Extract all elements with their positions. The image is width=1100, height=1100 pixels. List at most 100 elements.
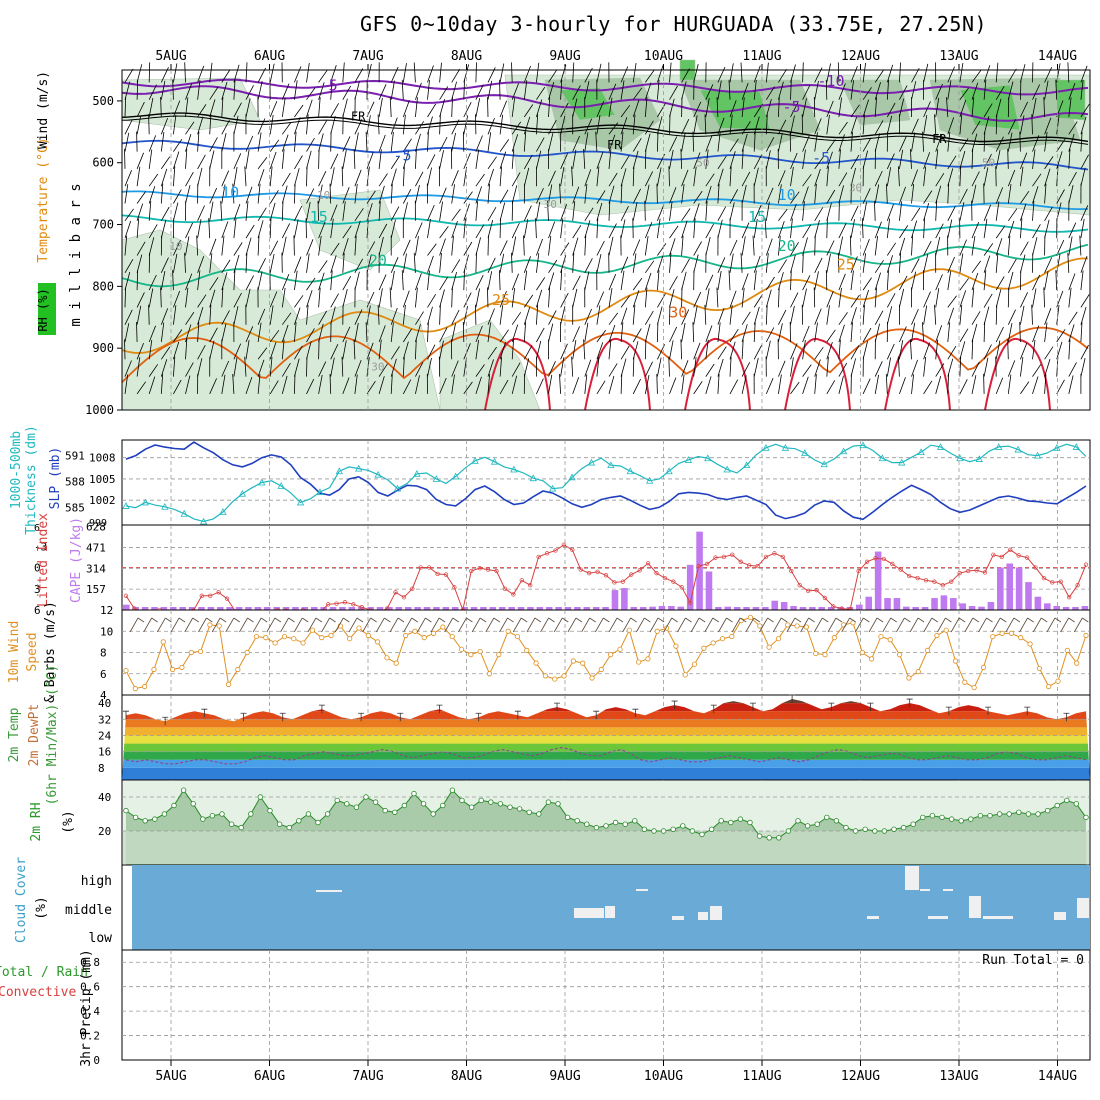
wind-barb xyxy=(173,202,179,221)
rh-marker xyxy=(449,787,456,793)
wind-barb xyxy=(463,152,471,170)
lifted-index-marker xyxy=(351,602,356,607)
wind-barb xyxy=(475,173,485,187)
wind-barb xyxy=(911,235,913,256)
wind-barb xyxy=(753,270,757,291)
wind-barb xyxy=(644,200,646,221)
wind-barb xyxy=(184,62,186,83)
wind-barb xyxy=(596,305,601,325)
wind-barb xyxy=(572,186,580,204)
cloud-block xyxy=(983,916,1013,919)
thickness-marker xyxy=(393,484,402,492)
top-day-label: 9AUG xyxy=(549,49,580,64)
wind-speed-marker xyxy=(328,632,334,639)
wind-barb xyxy=(705,173,715,187)
wind-barb xyxy=(475,252,477,273)
wind-barb xyxy=(826,341,833,360)
wind-barb xyxy=(826,356,829,377)
rh-lower-band xyxy=(123,831,1089,864)
wind-barb xyxy=(1044,374,1047,394)
wind-barb xyxy=(862,62,866,83)
run-total-label: Run Total = 0 xyxy=(982,953,1084,968)
wind-barb xyxy=(366,380,376,395)
rh-marker xyxy=(1054,802,1060,809)
lifted-index-marker xyxy=(1067,595,1072,600)
lifted-index-marker xyxy=(519,578,524,583)
surface-wind-barb xyxy=(690,617,706,633)
wind-barb xyxy=(838,312,848,325)
thickness-marker xyxy=(199,517,208,525)
wind-barb xyxy=(1020,218,1023,239)
temperature-contour xyxy=(121,190,1089,210)
wind-barb xyxy=(439,276,449,291)
wind-barb xyxy=(427,131,429,152)
wind-barb xyxy=(330,344,339,360)
lifted-index-marker xyxy=(1033,565,1038,570)
contour-label: 20 xyxy=(778,237,796,255)
wind-barb xyxy=(257,359,265,377)
cape-bar xyxy=(451,607,459,610)
wind-barb xyxy=(923,63,929,83)
wind-barb xyxy=(463,381,473,395)
minmax-errorbar xyxy=(240,712,247,722)
rh-marker xyxy=(497,801,504,807)
wind-barb xyxy=(765,86,775,100)
wind-barb xyxy=(898,166,900,187)
wind-barb xyxy=(802,149,806,169)
wind-barb xyxy=(778,235,781,256)
cape-bar xyxy=(762,607,769,610)
wind-barb xyxy=(197,345,206,360)
rh-marker xyxy=(776,835,782,841)
wind-barb xyxy=(233,254,240,273)
cloud-block xyxy=(636,889,648,891)
wind-barb xyxy=(560,79,563,100)
cape-bar xyxy=(630,607,638,610)
lifted-index-marker xyxy=(932,579,937,584)
wind-barb xyxy=(318,82,325,100)
wind-barb xyxy=(862,114,865,135)
wind-barb xyxy=(717,257,726,273)
rh-marker xyxy=(545,799,552,805)
wind-barb xyxy=(657,243,667,256)
wind-speed-marker xyxy=(673,643,679,649)
wind-barb xyxy=(427,79,430,100)
wind-barb xyxy=(826,329,836,343)
top-day-label: 14AUG xyxy=(1038,49,1077,64)
wind-barb xyxy=(415,184,420,204)
wind-barb xyxy=(173,166,176,187)
wind-speed-marker xyxy=(291,636,297,642)
wind-barb xyxy=(874,235,878,256)
wind-barb xyxy=(862,238,870,256)
wind-barb xyxy=(692,322,695,343)
wind-barb xyxy=(717,346,727,360)
wind-barb xyxy=(959,341,966,360)
wind-barb xyxy=(366,218,369,239)
wind-barb xyxy=(693,115,698,135)
wind-barb xyxy=(197,65,205,83)
wind-barb xyxy=(1068,362,1077,377)
wind-barb xyxy=(765,289,772,308)
wind-barb xyxy=(197,322,200,343)
rh-marker xyxy=(910,821,916,827)
contour-label: 25 xyxy=(837,256,855,274)
wind-barb xyxy=(560,218,564,239)
wind-barb xyxy=(451,235,454,256)
cape-bar xyxy=(592,607,600,610)
lifted-index-marker xyxy=(637,568,642,573)
lifted-index-marker xyxy=(544,551,550,556)
lifted-index-marker xyxy=(603,573,609,578)
wind-barb xyxy=(427,270,430,291)
wind-barb xyxy=(342,237,349,256)
wind-barb xyxy=(402,114,406,135)
wind-speed-marker xyxy=(589,675,595,681)
lifted-index-marker xyxy=(342,600,348,605)
wind-barb xyxy=(765,304,768,325)
wind-barb xyxy=(475,288,480,308)
precip-convective-label: Convective xyxy=(0,985,76,1000)
wind-barb xyxy=(427,218,431,239)
wind-barb xyxy=(185,97,189,118)
thickness-marker xyxy=(161,502,169,510)
wind-barb xyxy=(959,356,962,377)
wind-barb xyxy=(330,116,336,135)
cape-bar xyxy=(414,607,421,610)
